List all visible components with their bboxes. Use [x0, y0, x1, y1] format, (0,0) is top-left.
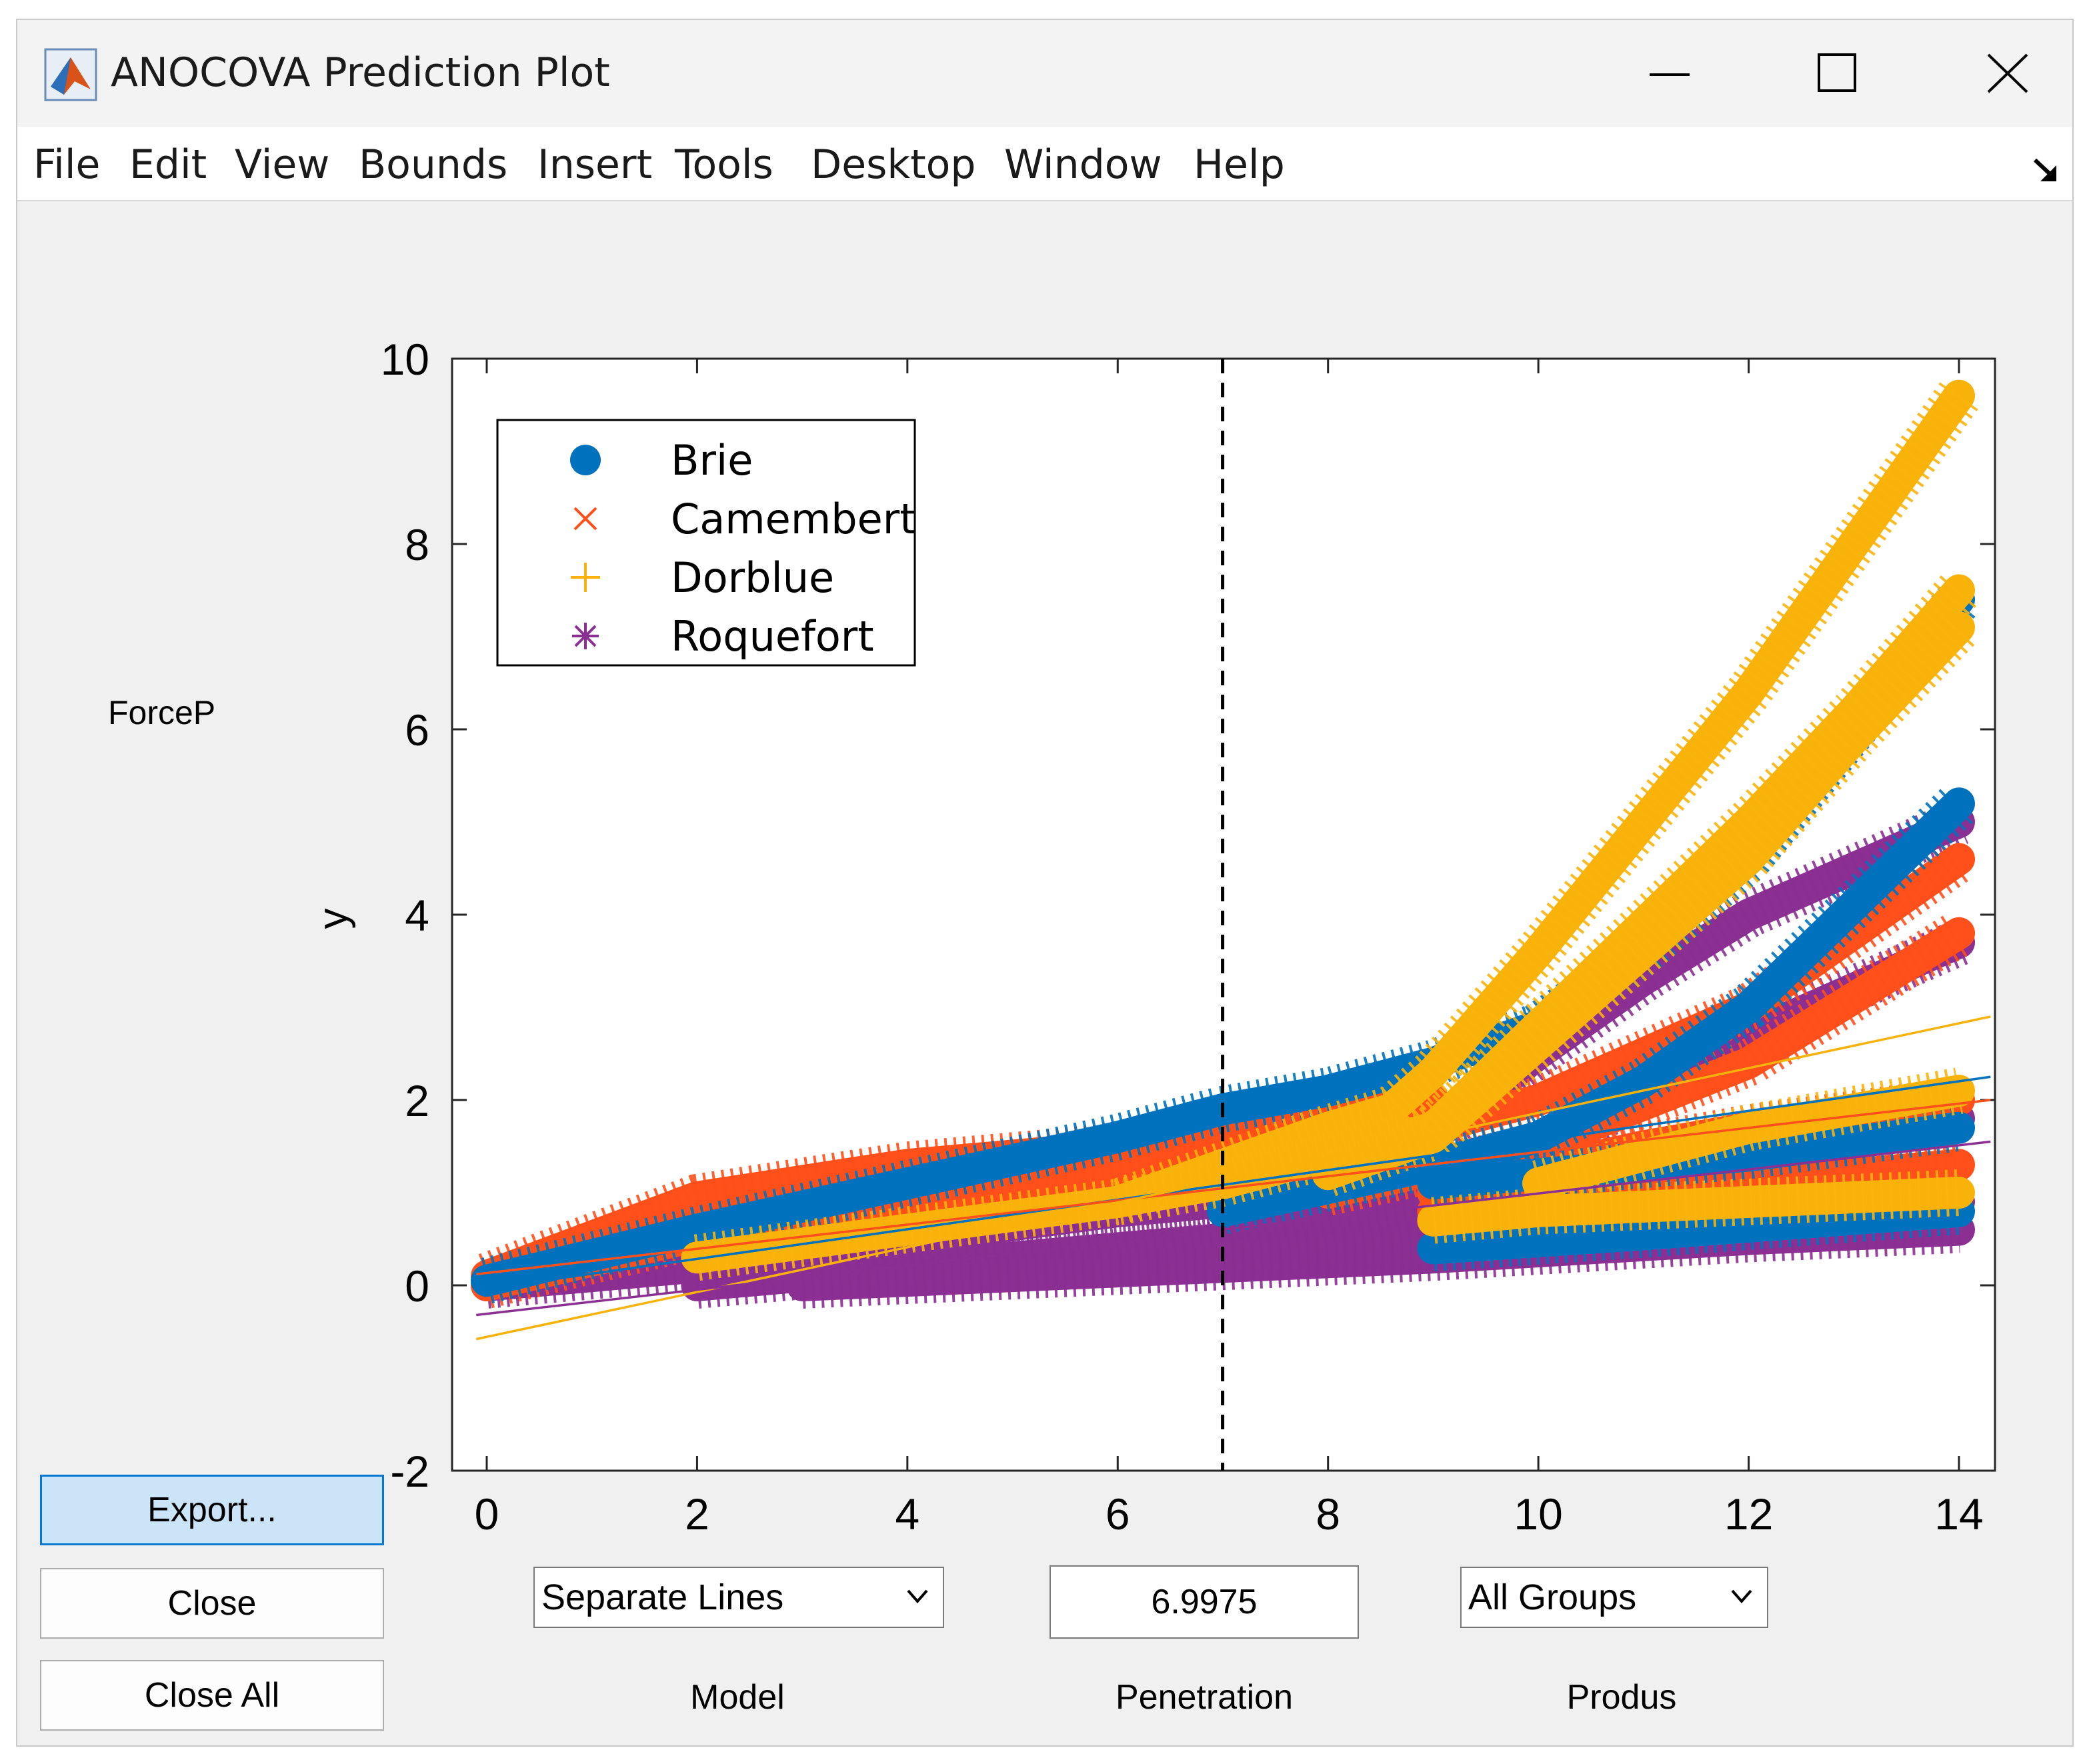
- menu-view[interactable]: View: [235, 141, 330, 188]
- y-tick-label: 4: [405, 891, 429, 940]
- group-select-value: All Groups: [1468, 1577, 1637, 1617]
- y-tick-label: 8: [405, 520, 429, 569]
- chevron-down-icon: [907, 1589, 928, 1604]
- series-markers-brie: [481, 585, 1978, 1304]
- model-caption: Model: [690, 1678, 785, 1717]
- x-tick-label: 2: [685, 1489, 709, 1539]
- penetration-caption: Penetration: [1116, 1678, 1293, 1717]
- x-tick-label: 12: [1724, 1489, 1773, 1539]
- y-axis-label: y: [310, 909, 356, 929]
- legend-marker-camembert: [573, 507, 597, 531]
- close-icon[interactable]: [1968, 40, 2048, 107]
- group-caption: Produs: [1566, 1678, 1677, 1717]
- title-bar[interactable]: ANOCOVA Prediction Plot: [17, 20, 2072, 127]
- maximize-icon[interactable]: [1796, 40, 1876, 107]
- group-select[interactable]: All Groups: [1460, 1567, 1768, 1628]
- menu-file[interactable]: File: [33, 141, 101, 188]
- model-select[interactable]: Separate Lines: [533, 1567, 944, 1628]
- x-tick-label: 6: [1106, 1489, 1130, 1539]
- legend-marker-roquefort: [572, 623, 599, 649]
- menu-help[interactable]: Help: [1194, 141, 1285, 188]
- y-tick-label: 0: [405, 1261, 429, 1311]
- series-markers-camembert: [1323, 913, 1972, 1216]
- fit-line-camembert: [476, 1099, 1991, 1276]
- legend-box: [496, 419, 916, 667]
- y-tick-label: 2: [405, 1076, 429, 1125]
- x-tick-label: 8: [1316, 1489, 1340, 1539]
- legend-label: Camembert: [671, 495, 916, 543]
- x-tick-label: 4: [895, 1489, 919, 1539]
- legend-label: Dorblue: [671, 553, 834, 602]
- menu-desktop[interactable]: Desktop: [811, 141, 976, 188]
- menu-insert[interactable]: Insert: [537, 141, 653, 188]
- fit-line-roquefort: [476, 1140, 1991, 1317]
- chevron-down-icon: [1731, 1589, 1752, 1604]
- legend-marker-brie: [570, 445, 601, 475]
- legend-label: Brie: [671, 436, 753, 485]
- penetration-input[interactable]: 6.9975: [1050, 1565, 1359, 1639]
- legend: Brie Camembert Dorblue Roquefort: [496, 419, 916, 667]
- close-all-button[interactable]: Close All: [40, 1660, 384, 1731]
- response-label: ForceP: [108, 694, 216, 731]
- matlab-logo-icon: [44, 48, 97, 101]
- menu-bounds[interactable]: Bounds: [359, 141, 508, 188]
- menu-edit[interactable]: Edit: [129, 141, 207, 188]
- export-button[interactable]: Export...: [40, 1475, 384, 1545]
- y-tick-label: 6: [405, 705, 429, 755]
- y-tick-label: -2: [390, 1447, 429, 1496]
- series-band-dorblue: [681, 379, 1975, 1274]
- legend-label: Roquefort: [671, 612, 874, 661]
- minimize-icon[interactable]: [1630, 40, 1710, 107]
- close-button[interactable]: Close: [40, 1568, 384, 1639]
- fit-line-brie: [475, 1075, 1991, 1291]
- series-markers-dorblue: [1320, 611, 1976, 1197]
- dock-arrow-icon[interactable]: [2030, 153, 2063, 187]
- series-markers-dorblue: [1431, 1169, 1960, 1244]
- menu-bar: File Edit View Bounds Insert Tools Deskt…: [17, 127, 2072, 201]
- menu-tools[interactable]: Tools: [675, 141, 773, 188]
- window-title: ANOCOVA Prediction Plot: [111, 49, 610, 96]
- model-select-value: Separate Lines: [541, 1577, 784, 1617]
- legend-marker-dorblue: [571, 563, 600, 592]
- y-tick-label: 10: [381, 335, 429, 384]
- menu-window[interactable]: Window: [1004, 141, 1162, 188]
- x-tick-label: 0: [475, 1489, 499, 1539]
- series-band-dorblue: [1522, 1075, 1975, 1200]
- x-tick-label: 14: [1934, 1489, 1983, 1539]
- series-markers-brie: [1431, 1105, 1962, 1207]
- x-tick-label: 10: [1514, 1489, 1562, 1539]
